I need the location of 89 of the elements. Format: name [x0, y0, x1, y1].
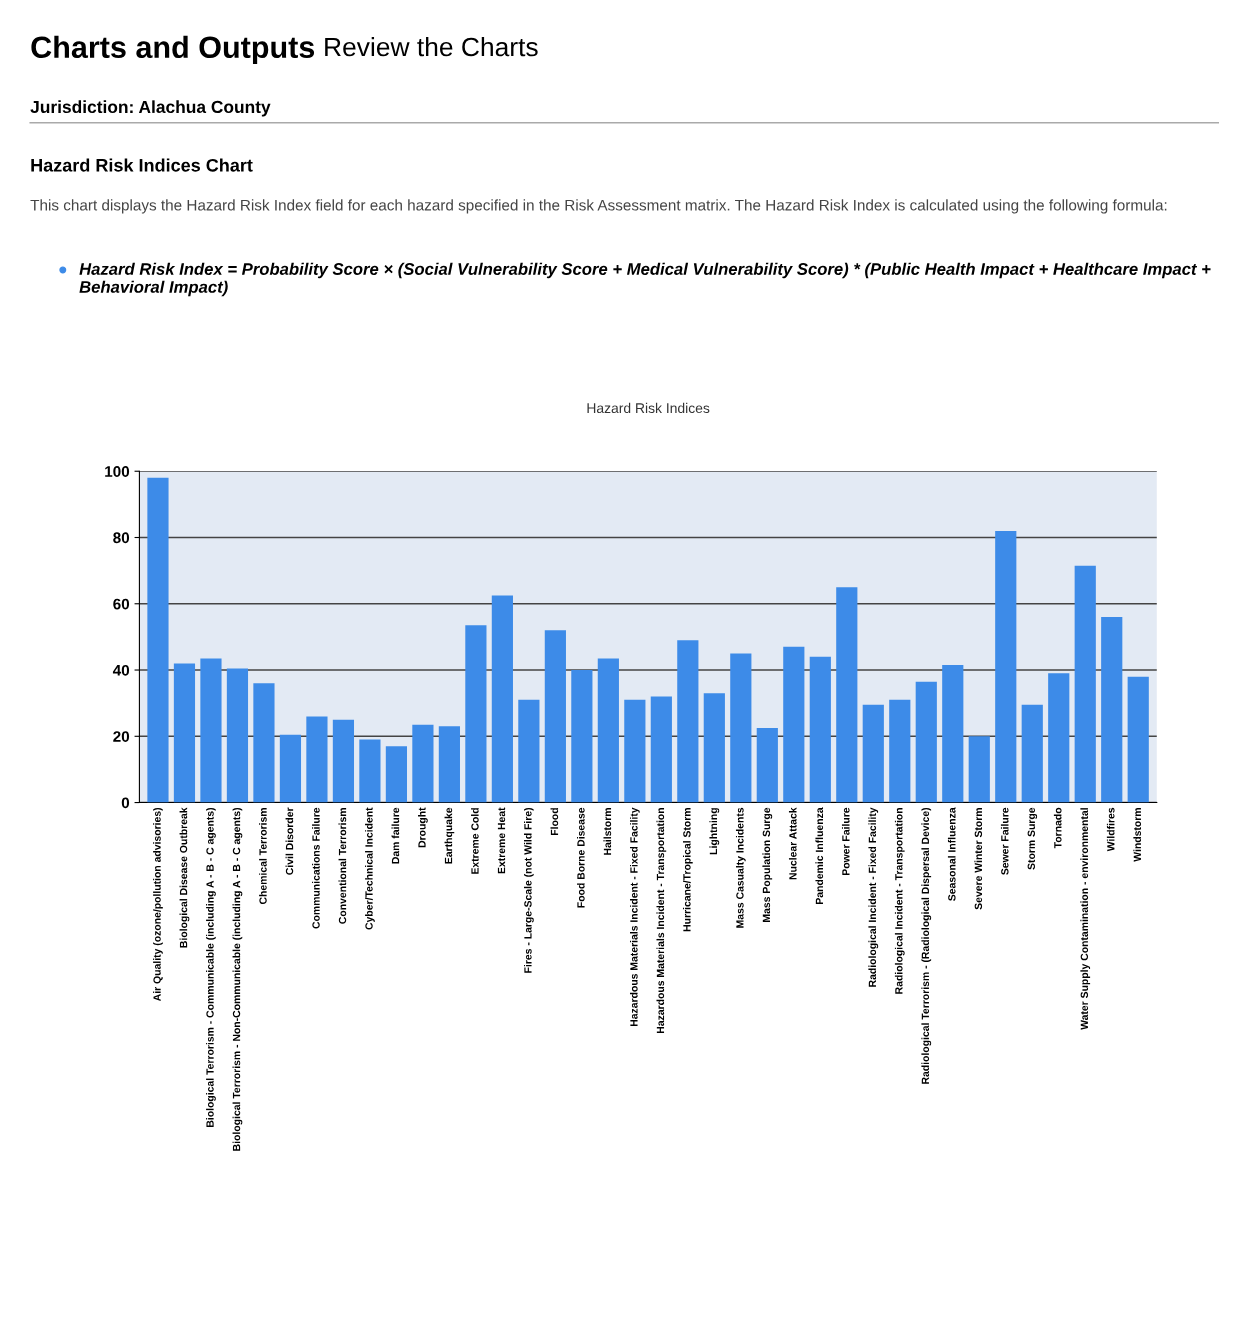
x-tick-label: Air Quality (ozone/pollution advisories) — [153, 807, 163, 1002]
x-tick-label: Power Failure — [841, 807, 850, 876]
x-tick-label: Lightning — [709, 808, 720, 855]
bar — [226, 668, 249, 803]
bar — [703, 693, 725, 803]
bar — [385, 746, 407, 803]
bar — [1048, 673, 1070, 803]
x-tick-label: Hazardous Materials Incident - Transportation — [656, 808, 667, 1034]
bar — [253, 683, 275, 803]
x-tick-label: Hailstorm — [603, 808, 612, 855]
bar — [1021, 704, 1043, 803]
x-tick-label: Sewer Failure — [1000, 807, 1009, 875]
x-tick-label: Radiological Incident - Fixed Facility — [868, 807, 879, 987]
bar — [597, 658, 619, 803]
bar — [359, 739, 381, 803]
text: Hazard Risk Indices Chart — [31, 158, 253, 172]
x-tick-label: Mass Casualty Incidents — [735, 807, 746, 928]
x-tick-label: Water Supply Contamination - environmental — [1080, 808, 1091, 1030]
x-tick-label: Chemical Terrorism — [259, 808, 267, 905]
x-tick-label: Cyber/Technical Incident — [365, 807, 375, 930]
bar — [783, 646, 805, 803]
bar — [862, 704, 884, 803]
x-tick-label: Extreme Cold — [471, 808, 479, 874]
bar — [730, 653, 752, 803]
text: Review the Charts — [325, 36, 538, 57]
chart-title: Hazard Risk Indices — [587, 402, 710, 414]
x-tick-label: Biological Disease Outbreak — [179, 807, 190, 948]
y-tick-label: 40 — [112, 664, 130, 676]
bar — [915, 681, 937, 803]
x-tick-label: Conventional Terrorism — [338, 808, 347, 924]
y-tick-label: 60 — [113, 598, 130, 610]
y-tick-label: 20 — [113, 731, 130, 742]
bar — [1101, 617, 1123, 803]
x-tick-label: Fires - Large-Scale (not Wild Fire) — [524, 807, 534, 973]
x-tick-label: Drought — [418, 807, 428, 848]
x-tick-label: Flood — [550, 808, 559, 836]
x-tick-label: Tornado — [1053, 807, 1062, 849]
x-tick-label: Wildfires — [1106, 807, 1115, 852]
bar — [332, 719, 355, 803]
bar — [173, 663, 196, 803]
x-tick-label: Biological Terrorism - Non-Communicable (including A - B - C agents) — [232, 807, 243, 1151]
bar — [1074, 565, 1096, 803]
x-tick-label: Radiological Terrorism - (Radiological Dispersal Device) — [921, 807, 932, 1084]
x-tick-label: Communications Failure — [312, 807, 320, 929]
x-tick-label: Dam failure — [391, 807, 400, 864]
bar — [756, 728, 778, 803]
text: This chart displays the Hazard Risk Index field for each hazard specified in the Risk Assessment matrix. The Hazard Risk Index is calculated using the following formula: — [30, 199, 1167, 214]
x-tick-label: Civil Disorder — [285, 807, 294, 875]
text: Charts and Outputs — [31, 35, 315, 65]
bar — [968, 736, 990, 803]
bar — [836, 587, 858, 803]
x-tick-label: Mass Population Surge — [762, 807, 773, 922]
bar — [942, 665, 964, 803]
bar — [518, 699, 540, 803]
bar — [544, 630, 566, 803]
x-tick-label: Biological Terrorism - Communicable (including A - B - C agents) — [206, 807, 216, 1127]
x-tick-label: Hazardous Materials Incident - Fixed Facility — [629, 807, 640, 1027]
bar — [624, 699, 646, 803]
bar — [465, 625, 487, 803]
bar — [306, 716, 328, 803]
bar — [1127, 676, 1149, 803]
bar — [412, 724, 434, 803]
bar — [809, 656, 831, 803]
bar — [438, 726, 460, 803]
x-tick-label: Extreme Heat — [497, 807, 506, 874]
x-tick-label: Windstorm — [1133, 808, 1142, 862]
bar — [650, 696, 672, 803]
y-tick-label: 100 — [105, 466, 130, 477]
text: Hazard Risk Index = Probability Score × (Social Vulnerability Score + Medical Vulnerability Score) * (Public Health Impact + Healthcare Impact + Behavioral Impact) — [79, 262, 1211, 297]
bar — [200, 658, 222, 803]
bar — [491, 595, 513, 803]
bar — [995, 530, 1017, 803]
x-tick-label: Hurricane/Tropical Storm — [682, 808, 693, 932]
x-tick-label: Nuclear Attack — [788, 807, 797, 880]
bar — [147, 477, 169, 803]
bar — [889, 699, 911, 803]
x-tick-label: Pandemic Influenza — [815, 807, 824, 904]
x-tick-label: Seasonal Influenza — [947, 807, 956, 901]
x-tick-label: Earthquake — [444, 807, 455, 864]
bar — [279, 734, 302, 803]
x-tick-label: Food Borne Disease — [577, 807, 585, 908]
x-tick-label: Severe Winter Storm — [974, 808, 983, 910]
text: Jurisdiction: Alachua County — [30, 100, 271, 117]
bar — [677, 640, 699, 803]
x-tick-label: Radiological Incident - Transportation — [894, 808, 905, 994]
y-tick-label: 80 — [113, 532, 130, 544]
bar — [571, 670, 593, 803]
x-tick-label: Storm Surge — [1027, 807, 1038, 870]
y-tick-label: 0 — [121, 797, 130, 809]
